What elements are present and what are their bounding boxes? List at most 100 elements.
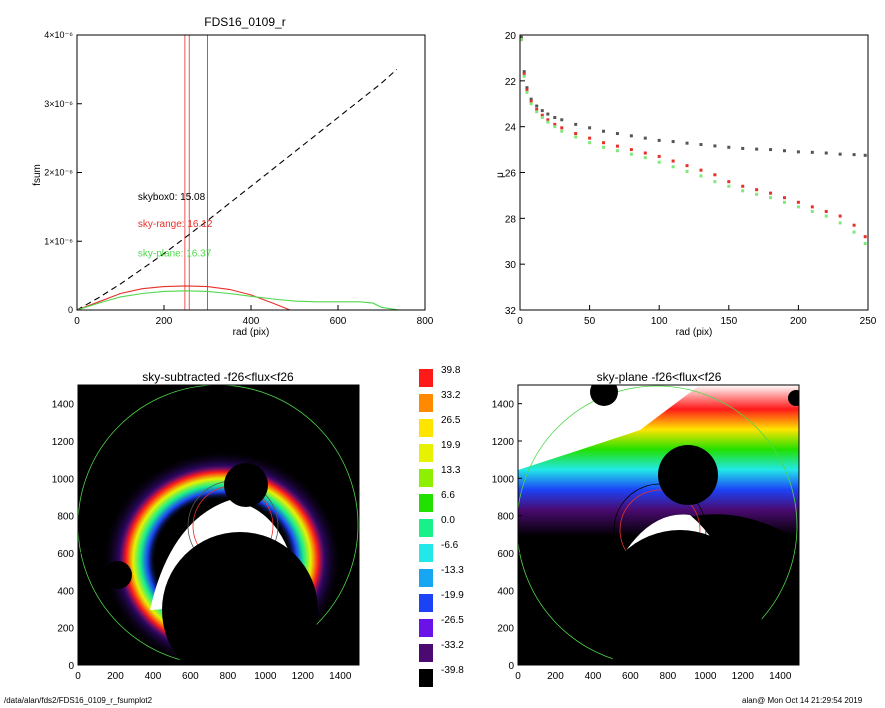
- mu-data-point: [810, 205, 814, 209]
- mu-data-point: [560, 129, 564, 133]
- image-y-tick-label: 1200: [492, 437, 515, 448]
- mu-data-point: [546, 120, 550, 124]
- mu-y-tick-label: 24: [505, 123, 517, 134]
- colorbar-label: 0.0: [441, 515, 455, 526]
- colorbar-label: 13.3: [441, 465, 461, 476]
- mu-data-point: [643, 151, 647, 155]
- image-y-tick-label: 400: [497, 586, 514, 597]
- fsum-y-tick-label: 2×10⁻⁶: [44, 168, 73, 178]
- footer-user-timestamp: alan@ Mon Oct 14 21:29:54 2019: [742, 696, 863, 705]
- fsum-x-tick-label: 400: [243, 316, 260, 327]
- mu-data-point: [602, 145, 606, 149]
- mu-data-point: [529, 99, 533, 103]
- mu-profile-ylabel: μ: [495, 172, 506, 178]
- fsum-x-tick-label: 800: [417, 316, 434, 327]
- mu-x-tick-label: 50: [584, 316, 596, 327]
- mu-data-point: [755, 192, 759, 196]
- image-x-tick-label: 400: [585, 671, 602, 682]
- mu-data-point: [588, 141, 592, 145]
- image-x-tick-label: 800: [220, 671, 237, 682]
- mu-data-point: [824, 214, 828, 218]
- mu-data-point: [863, 242, 867, 246]
- mu-data-point: [519, 35, 523, 39]
- colorbar-swatch: [419, 394, 433, 412]
- sky-plane-frame: [517, 384, 800, 666]
- mu-data-point: [852, 223, 856, 227]
- sky-subtracted-frame: [77, 384, 360, 666]
- fsum-plot-frame: [76, 34, 426, 311]
- mu-data-point: [713, 180, 717, 184]
- image-x-tick-label: 1200: [732, 671, 755, 682]
- colorbar-label: 39.8: [441, 365, 461, 376]
- image-x-tick-label: 600: [622, 671, 639, 682]
- mu-data-point: [574, 135, 578, 139]
- mu-profile-frame: [519, 34, 869, 311]
- mu-x-tick-label: 100: [651, 316, 668, 327]
- mu-x-tick-label: 250: [860, 316, 877, 327]
- mu-profile-xlabel: rad (pix): [676, 327, 713, 338]
- sky-plane-title: sky-plane -f26<flux<f26: [597, 370, 722, 384]
- mu-data-point: [629, 148, 633, 152]
- image-y-tick-label: 800: [57, 512, 74, 523]
- mu-data-point: [852, 153, 856, 157]
- mu-data-point: [863, 153, 867, 157]
- mu-data-point: [602, 141, 606, 145]
- fsum-x-tick-label: 600: [330, 316, 347, 327]
- mu-data-point: [699, 168, 703, 172]
- image-x-tick-label: 1000: [694, 671, 717, 682]
- footer-file-path: /data/alan/fds2/FDS16_0109_r_fsumplot2: [4, 696, 153, 705]
- image-y-tick-label: 200: [497, 624, 514, 635]
- image-x-tick-label: 200: [547, 671, 564, 682]
- mu-data-point: [553, 116, 557, 119]
- image-y-tick-label: 600: [57, 549, 74, 560]
- mu-data-point: [615, 132, 619, 136]
- mu-data-point: [574, 132, 578, 136]
- colorbar-label: -13.3: [441, 565, 464, 576]
- colorbar-swatch: [419, 669, 433, 687]
- mu-data-point: [643, 136, 647, 140]
- mu-data-point: [741, 146, 745, 150]
- image-y-tick-label: 1000: [52, 474, 75, 485]
- sky-subtracted-title: sky-subtracted -f26<flux<f26: [142, 370, 294, 384]
- image-y-tick-label: 600: [497, 549, 514, 560]
- mu-data-point: [769, 196, 773, 200]
- mu-data-point: [643, 156, 647, 160]
- mu-data-point: [769, 191, 773, 195]
- mu-y-tick-label: 32: [505, 306, 517, 317]
- mu-data-point: [713, 173, 717, 177]
- mu-data-point: [560, 118, 564, 122]
- image-y-tick-label: 1200: [52, 437, 75, 448]
- mu-data-point: [657, 154, 661, 158]
- mu-data-point: [838, 214, 842, 218]
- image-x-tick-label: 200: [107, 671, 124, 682]
- mu-data-point: [560, 126, 564, 130]
- mu-data-point: [824, 151, 828, 155]
- sky-plane-pixels: [518, 385, 799, 665]
- mu-data-point: [540, 116, 544, 119]
- mu-data-point: [741, 184, 745, 188]
- mu-data-point: [602, 129, 606, 133]
- mu-data-point: [529, 102, 533, 106]
- mu-data-point: [769, 148, 773, 152]
- mu-data-point: [713, 144, 717, 148]
- mu-data-point: [671, 165, 675, 169]
- image-x-tick-label: 400: [145, 671, 162, 682]
- mu-data-point: [540, 113, 544, 117]
- fsum-annotation: sky-range: 16.12: [138, 219, 213, 230]
- colorbar-swatch: [419, 544, 433, 562]
- sky-subtracted-pixels: [78, 385, 359, 665]
- mu-data-point: [685, 164, 689, 168]
- mu-data-point: [852, 230, 856, 234]
- fsum-y-tick-label: 3×10⁻⁶: [44, 99, 73, 109]
- colorbar-label: -19.9: [441, 590, 464, 601]
- fsum-y-tick-label: 4×10⁻⁶: [44, 30, 73, 40]
- sky-subtracted-image: sky-subtracted -f26<flux<f26 0 200 400 600 8…: [52, 370, 360, 682]
- mu-data-point: [553, 125, 557, 129]
- mu-data-point: [540, 109, 544, 113]
- mu-data-point: [796, 200, 800, 204]
- fsum-y-tick-label: 0: [68, 305, 73, 315]
- colorbar-label: 6.6: [441, 490, 455, 501]
- mu-y-tick-label: 20: [505, 31, 517, 42]
